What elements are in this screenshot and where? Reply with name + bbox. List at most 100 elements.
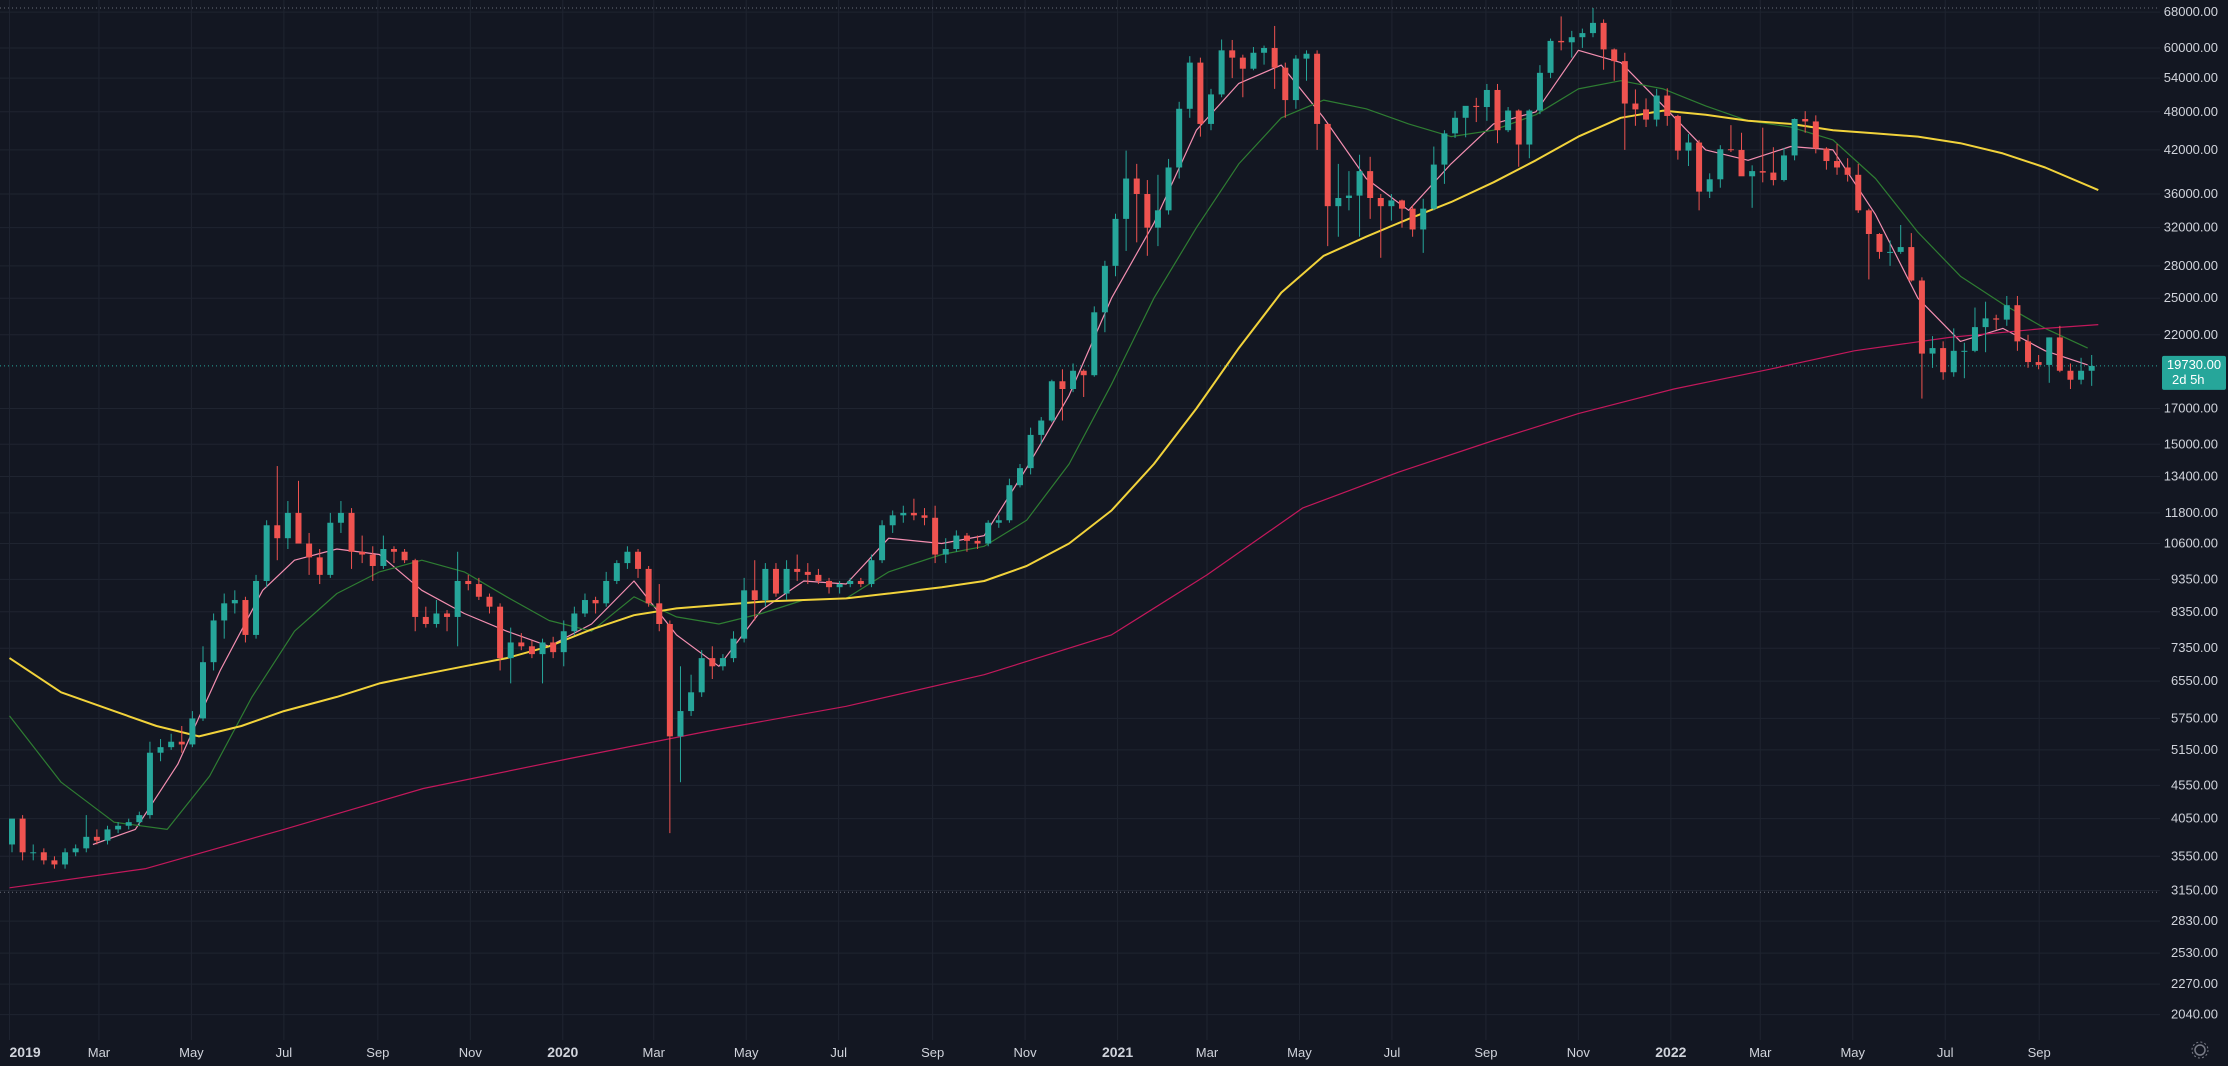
- candle-body: [221, 603, 228, 621]
- price-tick-label: 17000.00: [2164, 401, 2218, 416]
- candle: [1165, 158, 1172, 215]
- candle: [1218, 39, 1225, 98]
- candle: [1887, 240, 1894, 266]
- candle-body: [231, 600, 238, 604]
- time-tick-label: May: [734, 1045, 759, 1060]
- candle: [125, 818, 132, 830]
- candle-body: [1017, 468, 1024, 486]
- candle: [146, 741, 153, 819]
- candle: [1812, 115, 1819, 154]
- candle-body: [1834, 161, 1841, 168]
- time-tick-label: May: [1287, 1045, 1312, 1060]
- candle-body: [1367, 171, 1374, 198]
- candle: [9, 818, 15, 853]
- candle-body: [1462, 105, 1469, 118]
- candle: [1759, 127, 1766, 183]
- candle-body: [115, 825, 122, 830]
- candle-body: [645, 568, 652, 604]
- candle-body: [497, 606, 504, 659]
- candle: [613, 560, 620, 585]
- price-axis[interactable]: 68000.00 60000.00 54000.00 48000.00 42000.00…: [2164, 4, 2218, 1022]
- price-tick-label: 15000.00: [2164, 436, 2218, 451]
- candle: [1950, 328, 1957, 377]
- candle: [528, 640, 535, 659]
- candle-body: [1452, 117, 1459, 134]
- candle-body: [1940, 348, 1947, 373]
- candle-body: [1441, 133, 1448, 165]
- gear-icon[interactable]: [2191, 1041, 2209, 1059]
- candle-body: [1780, 155, 1787, 181]
- candle-body: [136, 815, 143, 823]
- candle: [263, 520, 270, 588]
- time-tick-label: 2021: [1102, 1044, 1133, 1060]
- candle-body: [1080, 370, 1087, 376]
- candle: [253, 574, 260, 639]
- candle-body: [1505, 110, 1512, 131]
- candle: [2078, 357, 2085, 385]
- candle-body: [1950, 350, 1957, 373]
- candle-body: [1186, 62, 1193, 109]
- price-tick-label: 3150.00: [2171, 882, 2218, 897]
- candle-body: [985, 522, 992, 544]
- candle: [274, 466, 281, 561]
- candle: [1144, 180, 1151, 256]
- candle-body: [900, 512, 907, 516]
- candle: [1398, 199, 1405, 228]
- candle: [741, 577, 748, 643]
- time-tick-label: May: [1840, 1045, 1865, 1060]
- candle-body: [1430, 164, 1437, 209]
- candle-body: [1271, 47, 1278, 68]
- candle: [1409, 205, 1416, 237]
- candle: [560, 620, 567, 667]
- candle: [571, 606, 578, 635]
- candle-body: [454, 580, 461, 617]
- time-axis[interactable]: 2019 Mar May Jul Sep Nov 2020 Mar May Jul Sep Nov 20…: [10, 1044, 2051, 1060]
- candle: [1536, 65, 1543, 115]
- candle-body: [72, 848, 79, 853]
- candle: [507, 627, 514, 684]
- price-tick-label: 68000.00: [2164, 4, 2218, 19]
- candle-body: [1038, 420, 1045, 435]
- candle-body: [624, 551, 631, 564]
- candle-body: [1918, 280, 1925, 354]
- candle-body: [963, 535, 970, 541]
- candle: [677, 666, 684, 783]
- candle: [719, 654, 726, 671]
- candle: [1430, 146, 1437, 211]
- candle-body: [1282, 67, 1289, 101]
- candle-body: [1324, 123, 1331, 207]
- candle: [1589, 8, 1596, 38]
- candle: [51, 856, 58, 869]
- candle: [1505, 107, 1512, 133]
- candle: [985, 520, 992, 547]
- candle: [1154, 174, 1161, 247]
- price-tick-label: 6550.00: [2171, 673, 2218, 688]
- candle: [995, 515, 1002, 528]
- candle: [1070, 363, 1077, 393]
- candle: [783, 560, 790, 601]
- price-tick-label: 5750.00: [2171, 710, 2218, 725]
- candle-body: [879, 525, 886, 561]
- time-tick-label: May: [179, 1045, 204, 1060]
- candle-body: [210, 620, 217, 663]
- time-tick-label: Mar: [1196, 1045, 1219, 1060]
- candle: [688, 674, 695, 716]
- candle-body: [1791, 118, 1798, 156]
- candle: [1876, 233, 1883, 259]
- candle-body: [698, 658, 705, 693]
- candle-body: [1802, 118, 1809, 122]
- candle-body: [1133, 178, 1140, 194]
- grid-lines: [0, 0, 2160, 1040]
- candle: [2056, 325, 2063, 373]
- candle-body: [1515, 110, 1522, 145]
- candle: [412, 558, 419, 632]
- candle: [401, 548, 408, 564]
- time-tick-label: Jul: [1937, 1045, 1954, 1060]
- candle-body: [1070, 370, 1077, 390]
- candle-body: [30, 852, 37, 854]
- candle: [486, 593, 493, 614]
- candle: [1823, 147, 1830, 170]
